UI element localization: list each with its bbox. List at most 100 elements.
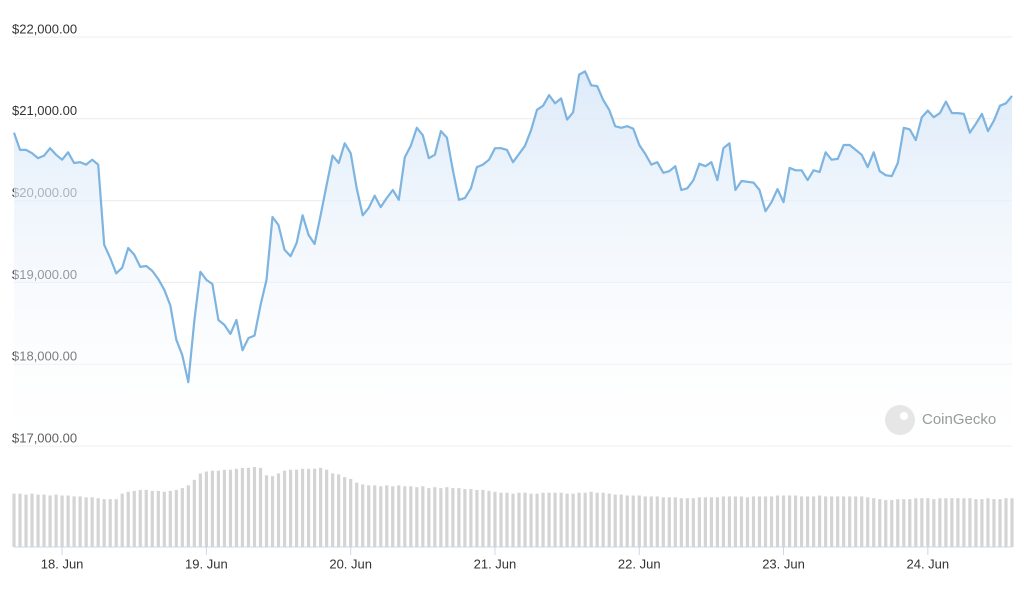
volume-bar <box>439 488 443 547</box>
volume-bar <box>174 489 178 547</box>
volume-bar <box>914 498 918 547</box>
volume-bar <box>186 485 190 547</box>
volume-bar <box>890 500 894 547</box>
volume-bar <box>703 497 707 547</box>
volume-bar <box>781 495 786 547</box>
volume-bar <box>926 498 930 547</box>
volume-bar <box>48 495 52 547</box>
volume-bar <box>986 498 990 547</box>
x-tick-label: 24. Jun <box>907 556 950 571</box>
volume-bar <box>156 490 160 547</box>
volume-bar <box>313 468 317 547</box>
volume-bar <box>745 497 750 547</box>
volume-bar <box>727 496 732 547</box>
volume-bar <box>812 496 816 547</box>
volume-bar <box>878 499 882 547</box>
volume-bar <box>180 488 184 547</box>
volume-bar <box>409 486 413 547</box>
volume-bar <box>54 494 58 547</box>
x-tick-label: 21. Jun <box>474 556 517 571</box>
volume-bar <box>216 470 221 547</box>
volume-bar <box>264 475 269 547</box>
volume-bar <box>1004 498 1008 547</box>
volume-bar <box>787 495 792 547</box>
watermark: CoinGecko <box>885 405 996 435</box>
volume-bar <box>475 489 479 547</box>
volume-bar <box>739 496 744 547</box>
volume-bar <box>860 496 864 547</box>
volume-bar <box>72 496 76 547</box>
volume-bar <box>343 477 347 547</box>
volume-bar <box>12 493 16 547</box>
volume-bar <box>902 499 906 547</box>
volume-bar <box>162 491 166 547</box>
volume-bar <box>270 476 275 547</box>
volume-bar <box>577 492 581 547</box>
volume-bar <box>559 492 563 547</box>
volume-bar <box>1010 498 1014 547</box>
volume-bar <box>992 499 996 547</box>
y-tick-label: $21,000.00 <box>12 103 77 118</box>
volume-bar <box>108 499 112 547</box>
volume-bar <box>775 495 780 547</box>
volume-bar <box>445 487 449 547</box>
volume-bar <box>589 491 593 547</box>
volume-bar <box>427 488 431 547</box>
volume-bar <box>872 498 876 547</box>
volume-bar <box>66 495 70 547</box>
volume-bar <box>884 500 888 547</box>
volume-bar <box>204 471 208 547</box>
volume-bar <box>294 469 299 547</box>
watermark-icon <box>885 405 915 435</box>
volume-bar <box>818 495 822 547</box>
volume-bar <box>30 493 34 547</box>
volume-bar <box>679 498 683 547</box>
volume-bar <box>523 492 527 547</box>
volume-bar <box>499 492 503 547</box>
volume-bar <box>415 487 419 547</box>
volume-bar <box>246 467 251 547</box>
volume-bar <box>613 494 617 547</box>
volume-bar <box>938 498 942 547</box>
volume-bar <box>757 496 762 547</box>
volume-bar <box>667 497 671 547</box>
volume-bar <box>896 499 900 547</box>
price-area <box>14 71 1012 447</box>
volume-bar <box>505 492 509 547</box>
volume-bar <box>607 493 611 547</box>
volume-bar <box>367 485 371 547</box>
volume-bar <box>114 499 118 547</box>
volume-bar <box>337 474 341 547</box>
volume-bar <box>192 479 196 547</box>
volume-bar <box>619 494 623 547</box>
volume-bar <box>643 496 647 547</box>
volume-bar <box>980 499 984 547</box>
volume-bar <box>102 499 106 547</box>
volume-bar <box>385 485 389 547</box>
volume-bar <box>379 486 383 547</box>
volume-bar <box>974 499 978 547</box>
volume-bar <box>90 497 94 547</box>
volume-bar <box>96 498 100 547</box>
volume-bar <box>998 499 1002 547</box>
x-tick-label: 18. Jun <box>41 556 84 571</box>
volume-bar <box>830 496 834 547</box>
volume-bar <box>451 488 455 547</box>
volume-bar <box>673 497 677 547</box>
volume-bar <box>397 485 401 547</box>
volume-bar <box>944 498 948 547</box>
volume-bar <box>373 485 377 547</box>
volume-bar <box>84 497 88 547</box>
volume-bar <box>126 491 130 547</box>
volume-bar <box>60 495 64 547</box>
volume-bar <box>78 496 82 547</box>
volume-bar <box>763 496 768 547</box>
volume-bar <box>950 498 954 547</box>
volume-bar <box>463 489 467 547</box>
volume-bar <box>697 497 701 547</box>
volume-bar <box>355 482 359 547</box>
volume-bar <box>637 495 641 547</box>
volume-bar <box>210 470 214 547</box>
volume-bar <box>319 467 323 547</box>
volume-bar <box>932 499 936 547</box>
